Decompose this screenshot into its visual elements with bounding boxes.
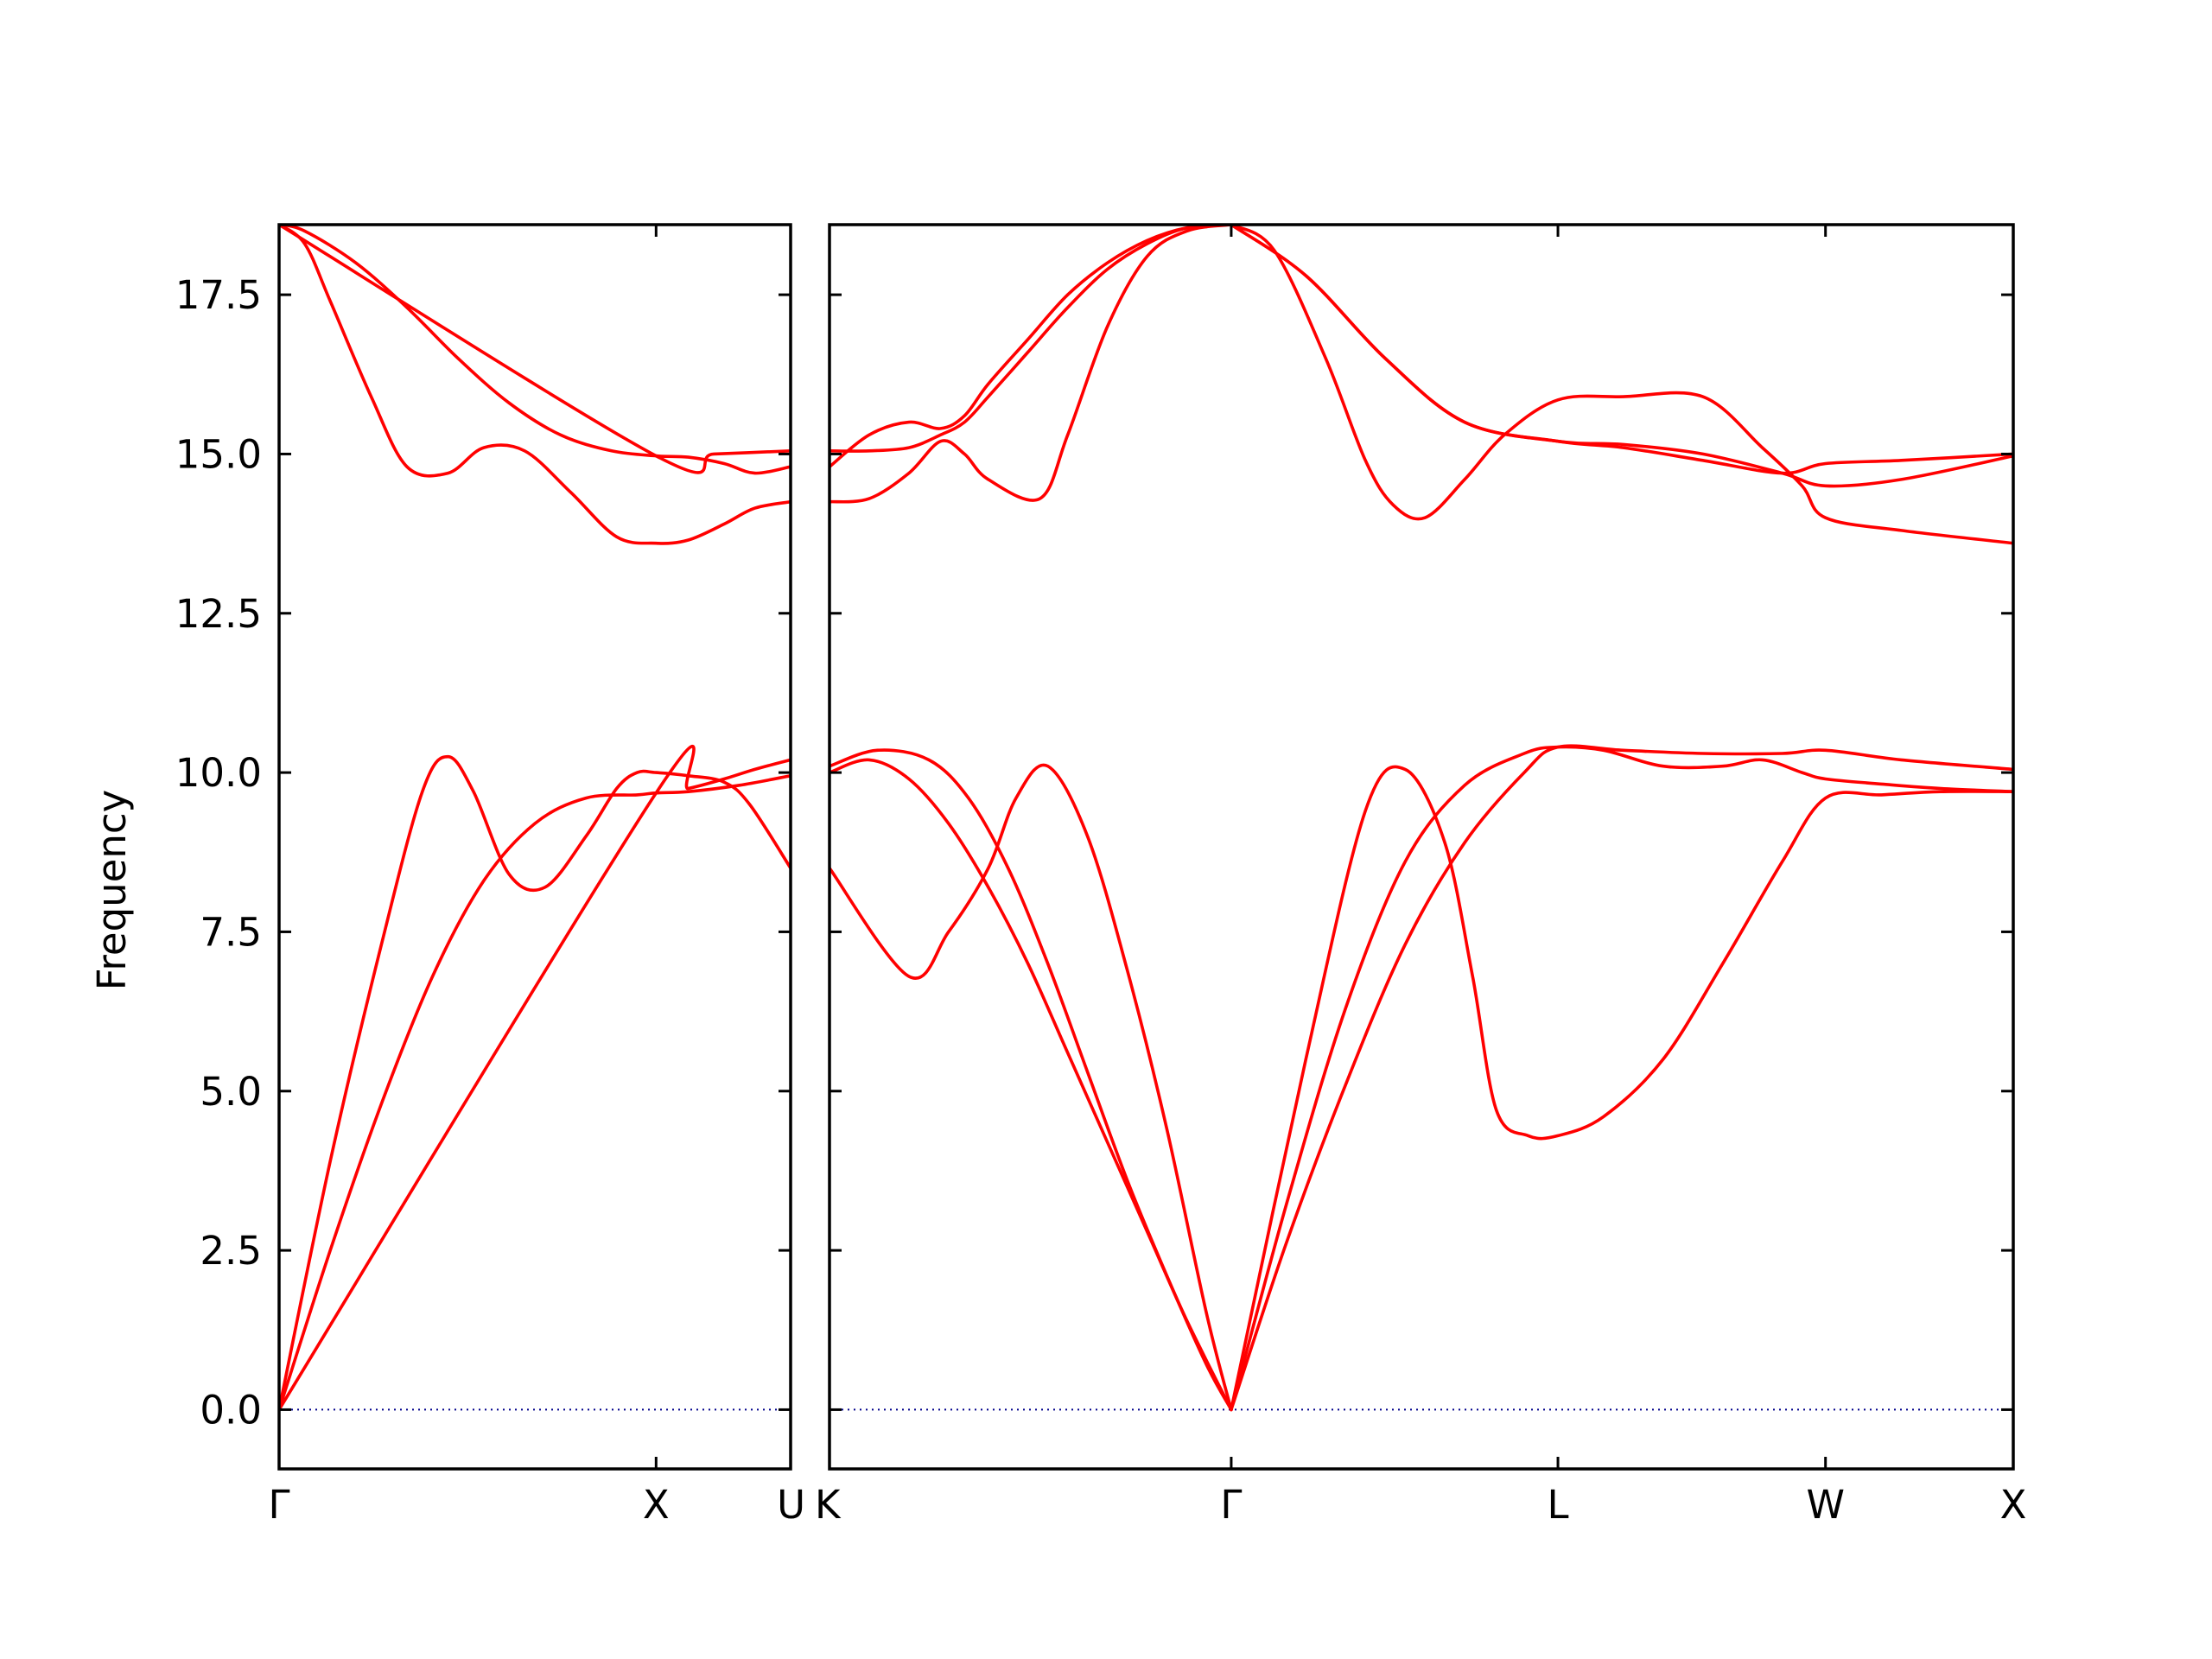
y-tick-label: 2.5 (200, 1228, 262, 1274)
band-line-2-6 (1230, 765, 2013, 1412)
y-tick-label: 15.0 (175, 431, 262, 477)
band-line-2-9 (830, 225, 1233, 504)
x-tick-label: L (1548, 1482, 1569, 1528)
x-tick-label: Γ (268, 1482, 289, 1528)
panel-frame (277, 223, 792, 1471)
x-tick-label: X (643, 1482, 670, 1528)
y-tick-label: 0.0 (200, 1387, 262, 1433)
left-panel: 0.0 2.5 5.0 7.5 10.0 12.5 15.0 17.5 Γ X U (175, 223, 805, 1528)
band-line-2-3 (830, 763, 1233, 1412)
y-tick-label: 10.0 (175, 750, 262, 796)
x-tick-label: K (815, 1482, 842, 1528)
y-axis-label: Frequency (89, 790, 135, 990)
x-tick-label: U (777, 1482, 805, 1528)
band-line-2-8 (830, 225, 1233, 453)
band-line-2-10 (1230, 225, 2013, 545)
y-tick-label: 17.5 (175, 272, 262, 318)
y-tick-label: 7.5 (200, 909, 262, 955)
band-line-2-12 (1230, 225, 2013, 475)
y-tick-label: 12.5 (175, 591, 262, 637)
x-tick-label: Γ (1220, 1482, 1242, 1528)
band-line-2-2 (830, 748, 1233, 1412)
band-line-1-4 (279, 225, 791, 545)
y-tick-label: 5.0 (200, 1069, 262, 1115)
x-tick-label: W (1806, 1482, 1845, 1528)
band-line-1-3 (279, 744, 791, 1412)
band-line-1-6 (279, 225, 791, 474)
x-tick-label: X (2000, 1482, 2027, 1528)
band-line-1-1 (279, 754, 791, 1412)
band-line-2-1 (830, 758, 1233, 1412)
band-line-2-5 (1230, 744, 2013, 1412)
panel-frame (828, 223, 2015, 1471)
band-line-1-5 (279, 225, 791, 475)
band-line-1-2 (279, 774, 791, 1412)
band-line-2-7 (830, 225, 1233, 468)
